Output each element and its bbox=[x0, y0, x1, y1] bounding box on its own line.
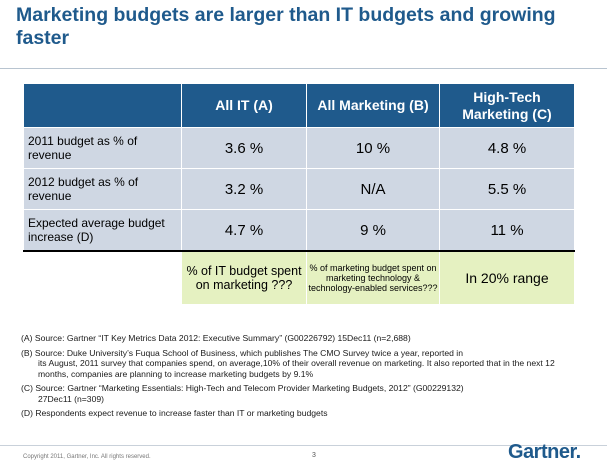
hightech-range-cell: In 20% range bbox=[439, 250, 575, 305]
note-c-line1: (C) Source: Gartner “Marketing Essential… bbox=[21, 383, 464, 393]
note-b-line1: (B) Source: Duke University’s Fuqua Scho… bbox=[21, 347, 463, 358]
gartner-logo: Gartner. bbox=[508, 441, 581, 463]
row-label: 2011 budget as % of revenue bbox=[23, 127, 182, 169]
page-number: 3 bbox=[312, 452, 316, 459]
title-divider bbox=[0, 68, 607, 69]
table-header-row: All IT (A) All Marketing (B) High-Tech M… bbox=[23, 83, 575, 128]
table-cell: 10 % bbox=[306, 127, 440, 169]
column-header-all-marketing: All Marketing (B) bbox=[306, 83, 440, 128]
table-cell: N/A bbox=[306, 168, 440, 210]
table-row: Expected average budget increase (D) 4.7… bbox=[23, 209, 575, 252]
note-b-continued: its August, 2011 survey that companies s… bbox=[38, 358, 555, 379]
it-marketing-spend-cell: % of IT budget spent on marketing ??? bbox=[181, 250, 307, 305]
column-header-hightech-marketing: High-Tech Marketing (C) bbox=[439, 83, 575, 128]
table-cell: 3.6 % bbox=[181, 127, 307, 169]
table-row: 2011 budget as % of revenue 3.6 % 10 % 4… bbox=[23, 127, 575, 169]
slide-title: Marketing budgets are larger than IT bud… bbox=[16, 4, 556, 49]
note-b: (B) Source: Duke University’s Fuqua Scho… bbox=[21, 348, 586, 380]
footer-divider bbox=[0, 445, 607, 446]
blank-cell bbox=[23, 250, 182, 305]
column-header-all-it: All IT (A) bbox=[181, 83, 307, 128]
note-a: (A) Source: Gartner “IT Key Metrics Data… bbox=[21, 333, 411, 343]
note-c-continued: 27Dec11 (n=309) bbox=[38, 393, 105, 404]
table-corner-cell bbox=[23, 83, 182, 128]
copyright-notice: Copyright 2011, Gartner, Inc. All rights… bbox=[23, 454, 151, 460]
table-cell: 11 % bbox=[439, 209, 575, 252]
table-cell: 9 % bbox=[306, 209, 440, 252]
note-d: (D) Respondents expect revenue to increa… bbox=[21, 408, 328, 418]
source-notes: (A) Source: Gartner “IT Key Metrics Data… bbox=[21, 333, 586, 423]
table-row: 2012 budget as % of revenue 3.2 % N/A 5.… bbox=[23, 168, 575, 210]
marketing-technology-spend-cell: % of marketing budget spent on marketing… bbox=[306, 250, 440, 305]
note-c: (C) Source: Gartner “Marketing Essential… bbox=[21, 383, 586, 404]
row-label: Expected average budget increase (D) bbox=[23, 209, 182, 252]
table-cell: 3.2 % bbox=[181, 168, 307, 210]
budget-table: All IT (A) All Marketing (B) High-Tech M… bbox=[23, 83, 575, 305]
table-cell: 4.7 % bbox=[181, 209, 307, 252]
row-label: 2012 budget as % of revenue bbox=[23, 168, 182, 210]
highlight-row: % of IT budget spent on marketing ??? % … bbox=[23, 250, 575, 305]
table-cell: 5.5 % bbox=[439, 168, 575, 210]
table-cell: 4.8 % bbox=[439, 127, 575, 169]
